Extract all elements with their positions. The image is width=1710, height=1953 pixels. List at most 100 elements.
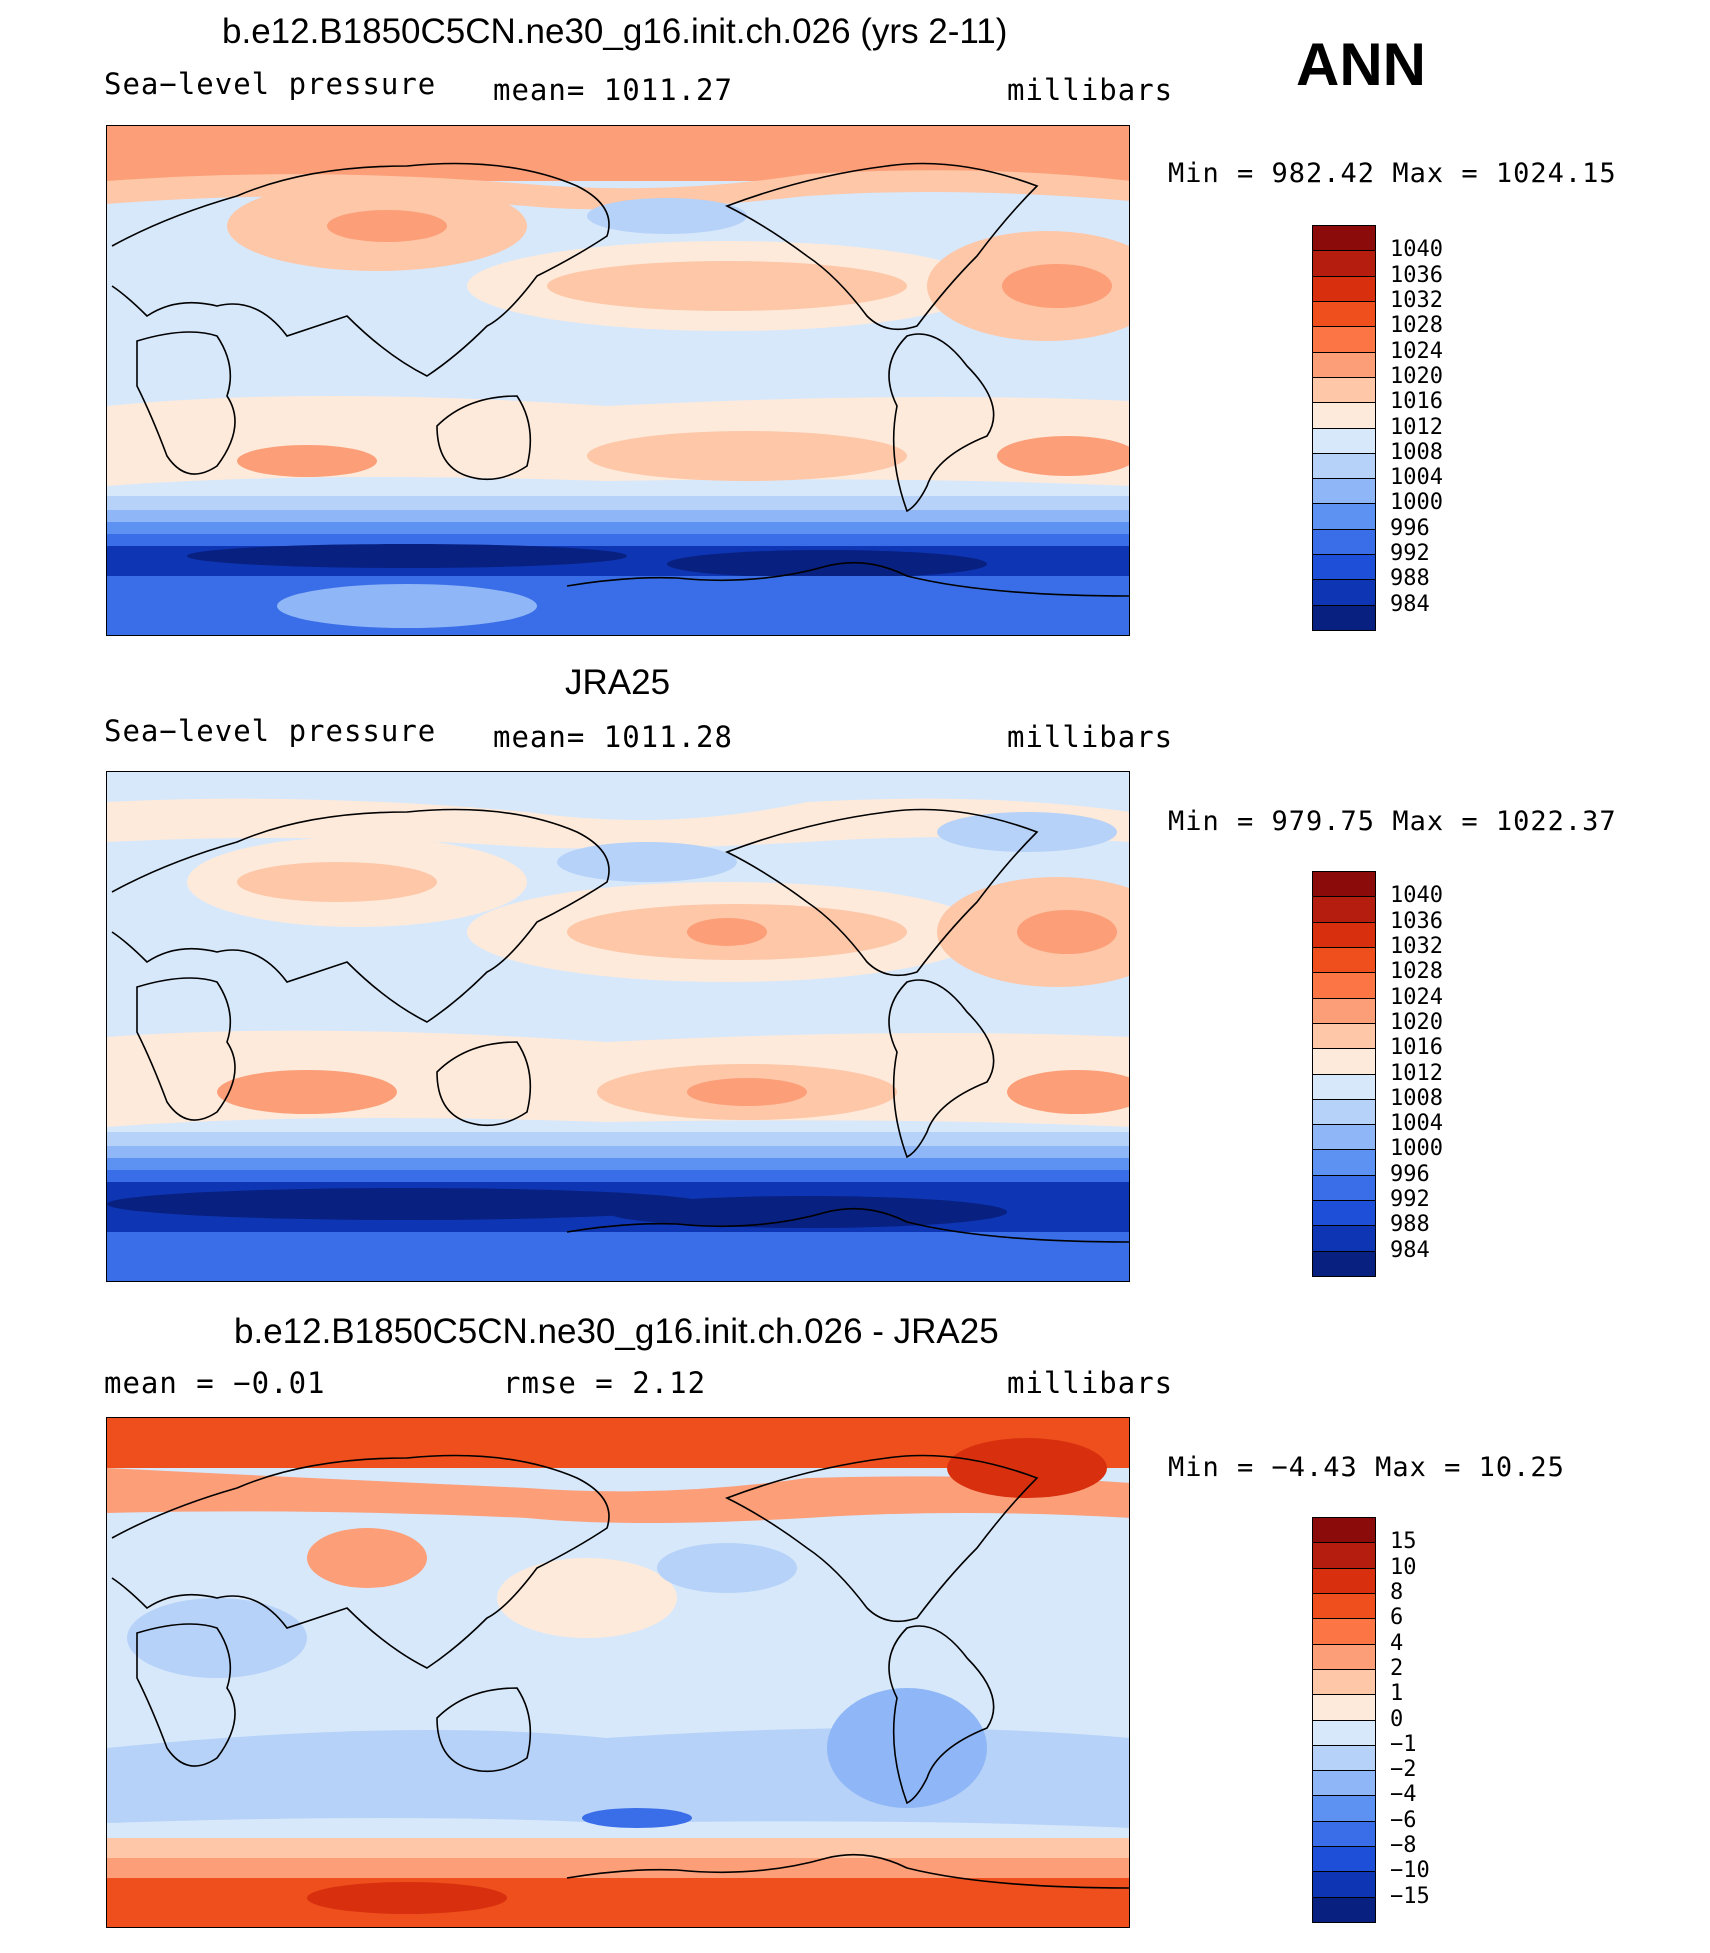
panel-3-colorbar-swatch	[1312, 1719, 1376, 1746]
panel-2-colorbar-swatch	[1312, 1098, 1376, 1126]
panel-3-colorbar-tick-label: 6	[1390, 1605, 1404, 1631]
panel-1-indian-high	[237, 445, 377, 477]
panel-3-npac-diff	[497, 1558, 677, 1638]
panel-1-variable-label: Sea−level pressure	[104, 67, 437, 101]
panel-2-colorbar-tick-label: 1028	[1390, 959, 1443, 985]
panel-2-natl-core	[1017, 910, 1117, 954]
panel-3-tibet-patch	[307, 1528, 427, 1588]
panel-3-units-label: millibars	[1007, 1366, 1174, 1400]
panel-2-npac-core	[687, 918, 767, 946]
panel-1-units-label: millibars	[1007, 73, 1174, 107]
panel-2-st-core-b	[607, 1196, 1007, 1228]
panel-3-npac-neg	[657, 1543, 797, 1593]
panel-3-colorbar	[1312, 1517, 1376, 1923]
panel-1-colorbar-tick-label: 992	[1390, 541, 1430, 567]
panel-2-colorbar-swatch	[1312, 1124, 1376, 1151]
panel-1-colorbar-swatch	[1312, 528, 1376, 556]
panel-3-colorbar-tick-label: 0	[1390, 1706, 1404, 1732]
panel-2-colorbar-tick-label: 1024	[1390, 984, 1443, 1010]
panel-2-colorbar-tick-label: 988	[1390, 1212, 1430, 1238]
panel-1-coastlines	[111, 162, 1129, 597]
panel-2-colorbar-tick-label: 1008	[1390, 1085, 1443, 1111]
panel-1-colorbar-swatch	[1312, 427, 1376, 454]
panel-3-colorbar-swatch	[1312, 1643, 1376, 1670]
panel-3-greenland-core	[947, 1438, 1107, 1498]
panel-2-colorbar-tick-label: 1000	[1390, 1136, 1443, 1162]
panel-1-map	[106, 125, 1130, 636]
panel-3-spac-neg-core	[582, 1808, 692, 1828]
panel-1-st-4	[107, 534, 1129, 546]
panel-2-st-1	[107, 1132, 1129, 1146]
panel-3-colorbar-swatch	[1312, 1668, 1376, 1696]
panel-2-colorbar-swatch	[1312, 946, 1376, 974]
panel-1-colorbar-swatch	[1312, 478, 1376, 505]
panel-2-indian-high	[217, 1070, 397, 1114]
panel-2-colorbar-tick-label: 996	[1390, 1161, 1430, 1187]
panel-3-ant-core	[307, 1882, 507, 1914]
panel-1-colorbar-swatch	[1312, 452, 1376, 480]
panel-1-colorbar-tick-label: 1036	[1390, 262, 1443, 288]
panel-1-minmax: Min = 982.42 Max = 1024.15	[1168, 158, 1617, 189]
panel-1-colorbar-swatch	[1312, 402, 1376, 429]
panel-2-colorbar-swatch	[1312, 972, 1376, 999]
panel-3-colorbar-swatch	[1312, 1517, 1376, 1544]
panel-2-siberian-core	[237, 862, 437, 902]
panel-1-st-1	[107, 496, 1129, 510]
panel-2-colorbar-tick-label: 1036	[1390, 908, 1443, 934]
panel-1-colorbar-tick-label: 996	[1390, 515, 1430, 541]
panel-2-colorbar-tick-label: 1016	[1390, 1035, 1443, 1061]
panel-2-map	[106, 771, 1130, 1282]
panel-1-colorbar-tick-label: 1040	[1390, 237, 1443, 263]
panel-1-colorbar-swatch	[1312, 225, 1376, 252]
panel-1-natl-core	[1002, 264, 1112, 308]
panel-1-colorbar-swatch	[1312, 604, 1376, 631]
panel-2-colorbar-tick-label: 1020	[1390, 1009, 1443, 1035]
panel-1-colorbar-tick-label: 1000	[1390, 490, 1443, 516]
panel-2-colorbar-swatch	[1312, 921, 1376, 948]
panel-1-colorbar-tick-label: 1028	[1390, 313, 1443, 339]
panel-1-colorbar-swatch	[1312, 503, 1376, 530]
panel-1-colorbar-swatch	[1312, 579, 1376, 606]
panel-1-colorbar-swatch	[1312, 275, 1376, 302]
panel-3-colorbar-swatch	[1312, 1567, 1376, 1594]
panel-3-colorbar-swatch	[1312, 1542, 1376, 1569]
panel-1-satl-high	[997, 436, 1129, 476]
panel-2-colorbar-swatch	[1312, 1073, 1376, 1100]
panel-3-colorbar-tick-label: 10	[1390, 1554, 1417, 1580]
panel-3-colorbar-swatch	[1312, 1896, 1376, 1923]
panel-2-st-4	[107, 1170, 1129, 1182]
panel-2-colorbar-tick-label: 992	[1390, 1187, 1430, 1213]
panel-3-colorbar-swatch	[1312, 1592, 1376, 1620]
panel-2-coastlines	[111, 808, 1129, 1243]
panel-1-title: b.e12.B1850C5CN.ne30_g16.init.ch.026 (yr…	[222, 12, 1008, 51]
panel-3-colorbar-swatch	[1312, 1770, 1376, 1797]
panel-2-st-core-a	[107, 1188, 707, 1220]
panel-3-colorbar-swatch	[1312, 1618, 1376, 1645]
panel-1-st-3	[107, 522, 1129, 534]
panel-3-samerica-neg	[827, 1688, 987, 1808]
panel-3-colorbar-tick-label: 4	[1390, 1630, 1404, 1656]
panel-2-colorbar-swatch	[1312, 1250, 1376, 1277]
panel-3-arctic-band	[107, 1468, 1129, 1523]
panel-1-colorbar-swatch	[1312, 554, 1376, 581]
panel-3-ant-2	[107, 1858, 1129, 1878]
panel-3-colorbar-tick-label: −4	[1390, 1782, 1417, 1808]
panel-1-colorbar-swatch	[1312, 300, 1376, 328]
season-label: ANN	[1296, 31, 1426, 98]
panel-3-minmax: Min = −4.43 Max = 10.25	[1168, 1452, 1565, 1483]
panel-3-colorbar-tick-label: 8	[1390, 1579, 1404, 1605]
panel-2-colorbar-swatch	[1312, 896, 1376, 923]
panel-3-colorbar-tick-label: 15	[1390, 1529, 1417, 1555]
panel-3-ant-1	[107, 1838, 1129, 1858]
panel-2-spac-core	[687, 1078, 807, 1106]
panel-3-africa-neg	[127, 1598, 307, 1678]
panel-2-arctic-band	[107, 798, 1129, 849]
panel-3-colorbar-tick-label: 1	[1390, 1681, 1404, 1707]
panel-3-coastlines	[111, 1454, 1129, 1889]
panel-2-icelandic-low	[937, 812, 1117, 852]
panel-3-map-svg	[107, 1418, 1129, 1927]
panel-1-spac-high	[587, 431, 907, 481]
panel-2-colorbar-swatch	[1312, 997, 1376, 1024]
panel-3-ant-3	[107, 1878, 1129, 1927]
panel-2-colorbar-tick-label: 1040	[1390, 883, 1443, 909]
